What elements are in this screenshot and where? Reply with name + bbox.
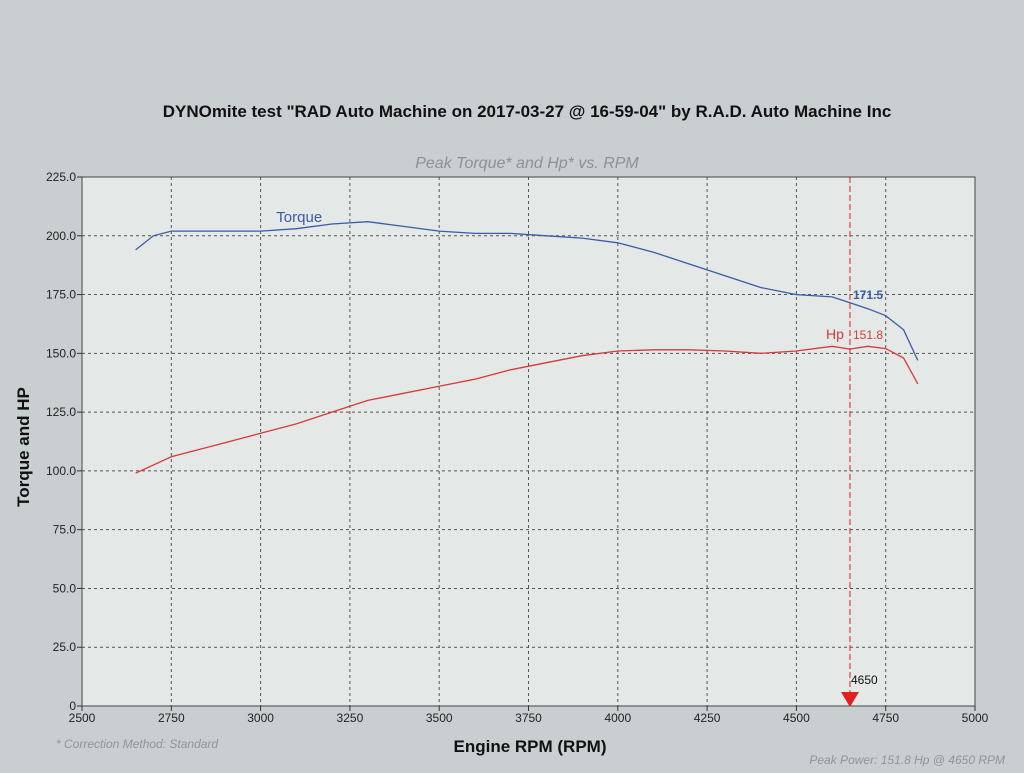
y-axis-label: Torque and HP bbox=[14, 387, 33, 507]
hp-peak-value-label: 151.8 bbox=[853, 328, 883, 342]
torque-series-label: Torque bbox=[276, 209, 322, 226]
peak-power-note: Peak Power: 151.8 Hp @ 4650 RPM bbox=[809, 753, 1005, 767]
y-tick-label: 200.0 bbox=[46, 229, 76, 243]
torque-peak-value-label: 171.5 bbox=[853, 288, 883, 302]
y-tick-label: 225.0 bbox=[46, 170, 76, 184]
x-tick-label: 3000 bbox=[247, 711, 274, 725]
x-tick-label: 2750 bbox=[158, 711, 185, 725]
x-axis-label: Engine RPM (RPM) bbox=[454, 737, 607, 756]
x-tick-label: 3250 bbox=[337, 711, 364, 725]
grid bbox=[77, 176, 976, 711]
y-tick-label: 175.0 bbox=[46, 288, 76, 302]
correction-method-note: * Correction Method: Standard bbox=[56, 737, 218, 751]
y-tick-label: 100.0 bbox=[46, 464, 76, 478]
y-tick-label: 25.0 bbox=[53, 640, 77, 654]
y-tick-label: 125.0 bbox=[46, 405, 76, 419]
y-tick-label: 50.0 bbox=[53, 581, 77, 595]
x-tick-label: 3500 bbox=[426, 711, 453, 725]
x-tick-label: 2500 bbox=[69, 711, 96, 725]
x-tick-label: 3750 bbox=[515, 711, 542, 725]
peak-rpm-marker-icon bbox=[840, 692, 859, 707]
page-title: DYNOmite test "RAD Auto Machine on 2017-… bbox=[163, 102, 892, 121]
hp-series-label: Hp bbox=[826, 326, 844, 342]
torque-line bbox=[135, 221, 919, 361]
annotations: Torque 171.5 Hp 151.8 4650 bbox=[276, 177, 883, 707]
x-tick-label: 5000 bbox=[962, 711, 989, 725]
x-tick-label: 4000 bbox=[604, 711, 631, 725]
x-tick-label: 4500 bbox=[783, 711, 810, 725]
y-tick-label: 75.0 bbox=[53, 523, 77, 537]
peak-rpm-label: 4650 bbox=[851, 673, 878, 687]
x-tick-label: 4250 bbox=[694, 711, 721, 725]
tick-labels: 2500 2750 3000 3250 3500 3750 4000 4250 4500 4750… bbox=[46, 170, 989, 725]
y-tick-label: 150.0 bbox=[46, 346, 76, 360]
y-tick-label: 0 bbox=[69, 699, 76, 713]
chart-title: Peak Torque* and Hp* vs. RPM bbox=[415, 155, 639, 172]
x-tick-label: 4750 bbox=[872, 711, 899, 725]
